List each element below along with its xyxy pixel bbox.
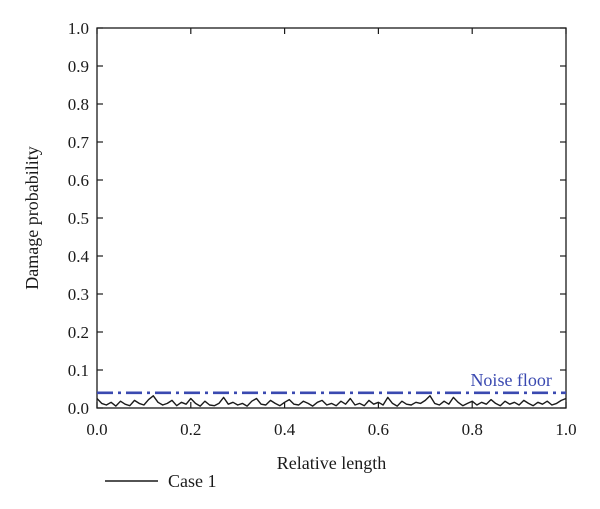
x-tick-label: 0.0: [86, 420, 107, 439]
series-case-1-line: [96, 395, 567, 407]
x-axis-title: Relative length: [277, 453, 386, 473]
y-tick-label: 0.0: [68, 399, 89, 418]
y-tick-label: 0.4: [68, 247, 90, 266]
y-tick-label: 0.6: [68, 171, 89, 190]
series-layer: [96, 391, 567, 407]
x-axis: 0.0 0.2 0.4 0.6 0.8 1.0: [86, 28, 577, 439]
legend-label-case-1: Case 1: [168, 471, 217, 491]
x-tick-label: 0.6: [368, 420, 389, 439]
noise-floor-label: Noise floor: [470, 370, 551, 390]
plot-border: [96, 27, 567, 409]
y-tick-label: 1.0: [68, 19, 89, 38]
y-axis: 0.0 0.1 0.2 0.3 0.4 0.5 0.6 0.7 0.8 0.9 1.0: [68, 19, 566, 418]
y-tick-label: 0.5: [68, 209, 89, 228]
x-tick-label: 0.4: [274, 420, 296, 439]
y-tick-label: 0.1: [68, 361, 89, 380]
y-tick-label: 0.7: [68, 133, 90, 152]
y-axis-title: Damage probability: [22, 146, 42, 289]
y-tick-label: 0.9: [68, 57, 89, 76]
plot-frame: [96, 27, 567, 409]
x-tick-label: 0.2: [180, 420, 201, 439]
x-tick-label: 0.8: [462, 420, 483, 439]
y-tick-label: 0.2: [68, 323, 89, 342]
x-tick-label: 1.0: [555, 420, 576, 439]
y-tick-label: 0.3: [68, 285, 89, 304]
y-tick-label: 0.8: [68, 95, 89, 114]
